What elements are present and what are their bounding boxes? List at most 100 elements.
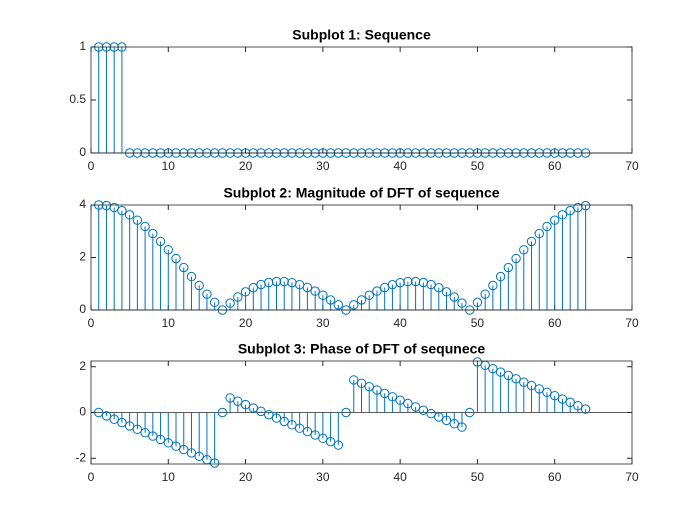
- stem-marker: [240, 287, 251, 297]
- stem-marker: [140, 428, 150, 438]
- stem-marker: [511, 253, 521, 264]
- stem-marker: [426, 279, 436, 290]
- stem: [194, 412, 204, 462]
- stem-marker: [519, 377, 529, 387]
- stem-marker: [333, 440, 344, 450]
- x-tick-label: 0: [88, 316, 95, 330]
- stem-marker: [542, 221, 552, 232]
- stem-marker: [202, 289, 212, 299]
- x-tick-label: 30: [316, 470, 330, 484]
- stem: [387, 392, 398, 413]
- stem: [372, 286, 382, 310]
- stem-marker: [179, 444, 189, 455]
- stem-marker: [186, 271, 197, 282]
- y-tick-label: 2: [79, 359, 86, 373]
- y-tick-label: 4: [79, 197, 86, 211]
- x-tick-label: 10: [162, 470, 176, 484]
- stem-marker: [503, 262, 514, 273]
- stem-marker: [441, 287, 452, 297]
- stem: [294, 412, 305, 433]
- stem-marker: [580, 200, 591, 211]
- stem: [426, 279, 436, 310]
- stem-marker: [341, 407, 351, 418]
- stem: [209, 297, 220, 310]
- stem-marker: [132, 215, 143, 225]
- stem: [240, 399, 251, 413]
- stem: [519, 377, 529, 413]
- stem: [434, 412, 444, 422]
- stem-marker: [395, 277, 405, 288]
- y-tick-label: 0.5: [69, 92, 86, 106]
- stem: [279, 412, 289, 427]
- stem-marker: [124, 210, 135, 220]
- stem-marker: [225, 298, 235, 308]
- stem-marker: [287, 420, 297, 430]
- stem-marker: [233, 292, 243, 302]
- stem-marker: [488, 363, 498, 374]
- stem-marker: [302, 282, 313, 293]
- stem-marker: [457, 298, 467, 308]
- stem: [271, 412, 282, 423]
- stem: [287, 412, 297, 430]
- stem-marker: [534, 228, 544, 239]
- stem: [503, 262, 514, 310]
- stem-marker: [426, 408, 436, 419]
- plot-area: [91, 47, 632, 153]
- stem: [101, 411, 112, 421]
- stem: [364, 381, 374, 413]
- subplot: Subplot 1: Sequence 0 10 20 30 40 50 60 70 0 0.5 1: [69, 27, 639, 173]
- stem-marker: [434, 282, 444, 293]
- stem: [271, 276, 282, 310]
- stem: [186, 271, 197, 310]
- stem-marker: [356, 295, 367, 305]
- stem-marker: [418, 405, 429, 415]
- stem: [124, 210, 135, 310]
- stem: [410, 276, 421, 310]
- stem: [542, 387, 552, 413]
- stem: [148, 412, 158, 441]
- stem-marker: [264, 410, 274, 420]
- subplot-title: Subplot 2: Magnitude of DFT of sequence: [223, 185, 499, 201]
- stem-marker: [264, 277, 274, 288]
- stem-marker: [294, 423, 305, 433]
- stem-marker: [550, 390, 560, 401]
- stem-marker: [449, 292, 459, 302]
- x-tick-label: 0: [88, 159, 95, 173]
- stem-marker: [449, 419, 459, 429]
- stem: [163, 245, 173, 310]
- stem: [233, 292, 243, 310]
- stem: [132, 412, 143, 435]
- stem: [171, 253, 181, 310]
- stem-marker: [550, 215, 560, 225]
- stem: [403, 398, 413, 413]
- stem-marker: [403, 398, 413, 409]
- stem-marker: [302, 426, 313, 437]
- stem-marker: [318, 433, 328, 444]
- stem: [264, 277, 274, 310]
- stem-marker: [495, 367, 506, 377]
- stem-marker: [171, 441, 181, 451]
- stem: [356, 295, 367, 310]
- stem: [302, 282, 313, 310]
- stem-marker: [372, 286, 382, 296]
- stem-marker: [240, 399, 251, 410]
- stem-marker: [441, 415, 452, 426]
- y-tick-label: 0: [79, 405, 86, 419]
- stem: [403, 276, 413, 310]
- stem-marker: [101, 411, 112, 421]
- stem: [117, 205, 127, 310]
- stem: [302, 412, 313, 437]
- stem-marker: [279, 276, 289, 287]
- x-tick-label: 40: [393, 316, 407, 330]
- stem-marker: [503, 370, 514, 381]
- stem: [140, 221, 150, 310]
- stem: [526, 380, 537, 413]
- stem-marker: [557, 394, 568, 404]
- stem-marker: [434, 412, 444, 422]
- stem: [209, 412, 220, 468]
- stem-marker: [248, 403, 259, 413]
- stem: [325, 295, 336, 310]
- stem: [441, 287, 452, 310]
- stem-marker: [457, 422, 467, 432]
